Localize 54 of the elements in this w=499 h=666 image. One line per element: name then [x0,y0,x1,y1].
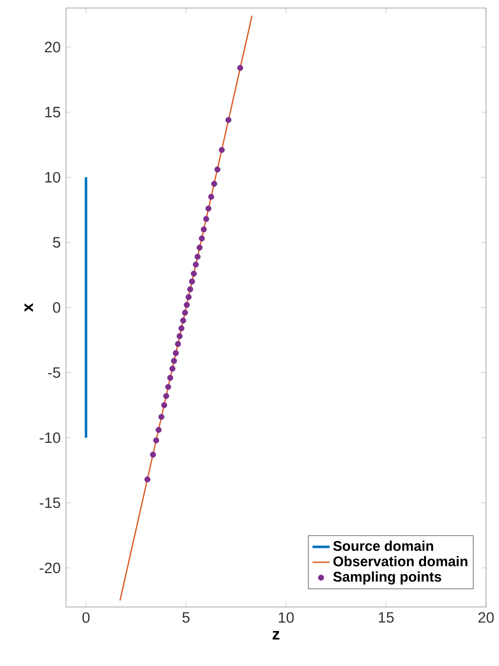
point [184,302,190,308]
point [203,216,210,222]
point [214,166,220,172]
x-tick-label: 5 [182,612,190,623]
point [205,206,212,212]
point [192,262,199,268]
x-axis-title: z [272,631,280,640]
y-tick-label: -10 [40,432,60,444]
point [182,310,188,316]
point [190,270,197,277]
point [155,426,162,433]
point [237,64,244,71]
point [165,384,172,390]
y-tick-label: 0 [52,302,60,313]
point [163,393,170,400]
point [200,226,207,232]
legend-label: Sampling points [333,571,441,585]
x-tick-label: 0 [82,612,90,623]
y-tick-label: -15 [40,498,60,508]
point [144,476,150,482]
point [178,325,184,332]
x-tick-label: 20 [478,612,494,623]
point [180,318,186,324]
point [176,333,182,340]
point [161,402,168,408]
point [153,437,160,444]
point [158,414,164,420]
y-tick-label: 10 [45,172,60,183]
point [174,340,181,347]
point [167,374,174,381]
point [211,180,218,187]
point [194,254,200,260]
point [218,146,225,153]
point [187,286,194,292]
y-tick-label: 5 [52,237,60,248]
point [225,116,232,123]
y-axis-title: x [24,303,33,312]
point [208,194,214,200]
legend-label: Observation domain [333,556,468,566]
point [196,244,202,251]
x-tick-label: 10 [278,612,294,623]
y-tick-label: -20 [40,562,60,574]
y-tick-label: 20 [44,42,60,52]
point [172,350,179,356]
point [188,278,195,284]
point [185,294,192,300]
point [170,358,177,364]
point [169,366,176,372]
point [198,235,205,242]
legend-label: Source domain [333,540,433,551]
x-tick-label: 15 [378,612,394,623]
y-tick-label: -5 [48,367,60,378]
point [150,452,156,458]
y-tick-label: 15 [45,106,60,118]
